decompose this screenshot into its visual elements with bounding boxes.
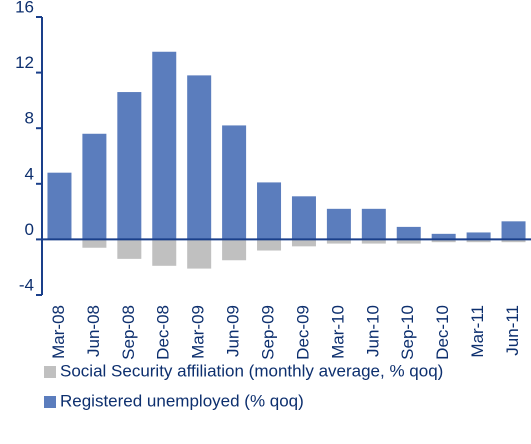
x-tick-label: Dec-09 (293, 305, 312, 360)
bar (117, 92, 142, 240)
x-tick-label: Mar-09 (189, 305, 208, 359)
y-tick-label: 4 (25, 164, 34, 183)
bar (431, 233, 456, 240)
bar (361, 208, 386, 240)
x-tick-label: Jun-08 (84, 305, 103, 357)
bar (396, 226, 421, 240)
x-tick-label: Sep-08 (119, 305, 138, 360)
bar (501, 221, 526, 240)
legend-swatch (44, 396, 56, 408)
bar (82, 239, 107, 248)
bar (466, 232, 491, 240)
x-tick-label: Sep-10 (398, 305, 417, 360)
x-tick-label: Jun-10 (363, 305, 382, 357)
bar (222, 239, 247, 261)
x-tick-label: Mar-10 (328, 305, 347, 359)
bar (326, 208, 351, 240)
x-tick-label: Sep-09 (259, 305, 278, 360)
x-tick-label: Dec-10 (433, 305, 452, 360)
bar (257, 182, 282, 240)
y-tick-label: 0 (25, 220, 34, 239)
bar (326, 239, 351, 244)
bar (117, 239, 142, 259)
y-tick-label: -4 (19, 275, 34, 294)
bar (187, 75, 212, 240)
bar (501, 239, 526, 243)
bar (291, 196, 316, 240)
bar (257, 239, 282, 251)
x-tick-label: Dec-08 (154, 305, 173, 360)
bar (47, 172, 72, 240)
bar (291, 239, 316, 247)
bar (396, 239, 421, 244)
x-tick-label: Jun-11 (503, 305, 522, 356)
bar (187, 239, 212, 269)
bar (82, 133, 107, 240)
bar (152, 239, 177, 266)
bar (361, 239, 386, 244)
bar (152, 51, 177, 240)
x-tick-label: Jun-09 (224, 305, 243, 357)
y-tick-label: 12 (15, 53, 34, 72)
legend-label: Social Security affiliation (monthly ave… (60, 361, 443, 380)
x-tick-label: Mar-08 (49, 305, 68, 359)
bar (431, 239, 456, 243)
bar (466, 239, 491, 243)
y-tick-label: 16 (15, 0, 34, 16)
bar (222, 125, 247, 240)
x-tick-label: Mar-11 (468, 305, 487, 358)
y-tick-label: 8 (25, 109, 34, 128)
legend-swatch (44, 366, 56, 378)
legend-label: Registered unemployed (% qoq) (60, 391, 304, 410)
